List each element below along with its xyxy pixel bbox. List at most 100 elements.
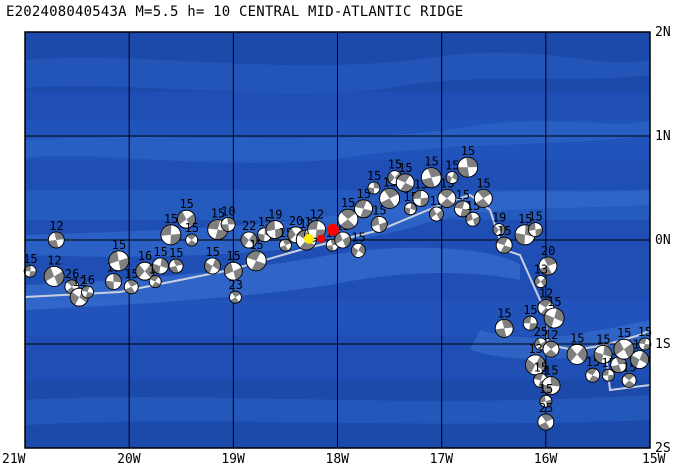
- event-depth-label: 15: [497, 306, 511, 320]
- event-depth-label: 15: [23, 252, 37, 266]
- event-depth-label: 12: [544, 328, 558, 342]
- focal-mechanism-icon: [207, 219, 229, 241]
- event-depth-label: 15: [341, 196, 355, 210]
- event-depth-label: 15: [169, 246, 183, 260]
- focal-mechanism-icon: [223, 261, 243, 281]
- focal-mechanism-icon: [220, 216, 236, 232]
- focal-mechanism-icon: [395, 173, 415, 193]
- focal-mechanism-icon: [245, 250, 267, 272]
- event-depth-label: 15: [638, 325, 652, 339]
- longitude-tick-label: 16W: [533, 452, 558, 467]
- focal-mechanism-icon: [610, 356, 628, 374]
- event-depth-label: 15: [367, 169, 381, 183]
- focal-mechanism-icon: [350, 242, 366, 258]
- event-depth-label: 12: [539, 287, 553, 301]
- event-depth-label: 10: [221, 204, 235, 218]
- focal-mechanism-icon: [630, 350, 649, 370]
- focal-mechanism-icon: [370, 215, 388, 233]
- event-depth-label: 25: [534, 325, 548, 339]
- event-depth-label: 15: [534, 360, 548, 374]
- focal-mechanism-icon: [337, 208, 359, 230]
- focal-mechanism-icon: [541, 376, 561, 396]
- focal-mechanism-icon: [495, 236, 513, 254]
- latitude-tick-label: 1S: [655, 337, 671, 352]
- event-depth-label: 15: [497, 224, 511, 238]
- event-depth-label: 15: [544, 364, 558, 378]
- event-depth-label: 15: [153, 245, 167, 259]
- focal-mechanism-icon: [420, 167, 442, 189]
- focal-mechanism-icon: [601, 368, 615, 382]
- event-depth-label: 15: [424, 155, 438, 169]
- focal-mechanism-icon: [454, 200, 471, 218]
- focal-mechanism-icon: [412, 189, 430, 207]
- event-depth-label: 15: [388, 158, 402, 172]
- event-depth-label: 12: [72, 275, 86, 289]
- focal-mechanism-icon: [229, 290, 242, 304]
- focal-mechanism-icon: [152, 257, 169, 275]
- focal-mechanism-icon: [585, 367, 601, 383]
- event-depth-label: 12: [310, 208, 324, 222]
- event-depth-label: 15: [476, 176, 490, 190]
- event-depth-label: 15: [164, 212, 178, 226]
- focal-mechanism-icon: [43, 265, 65, 287]
- focal-mechanism-icon: [123, 279, 139, 295]
- event-depth-label: 13: [534, 263, 548, 277]
- focal-mechanism-icon: [47, 231, 65, 249]
- event-depth-label: 22: [242, 219, 256, 233]
- main-event-marker: [327, 223, 339, 236]
- focal-mechanism-icon: [177, 209, 196, 229]
- longitude-tick-label: 19W: [221, 452, 245, 467]
- focal-mechanism-icon: [638, 337, 652, 351]
- focal-mechanism-layer: 1512122612161515151615151515151515151015…: [23, 144, 652, 431]
- focal-mechanism-icon: [279, 238, 292, 252]
- event-depth-label: 19: [492, 211, 506, 225]
- focal-mechanism-icon: [522, 315, 538, 331]
- event-depth-label: 15: [456, 188, 470, 202]
- event-depth-label: 15: [528, 210, 542, 224]
- event-depth-label: 15: [547, 295, 561, 309]
- focal-mechanism-icon: [379, 187, 400, 209]
- event-depth-label: 15: [351, 230, 365, 244]
- event-depth-label: 23: [228, 278, 242, 292]
- focal-mechanism-icon: [542, 340, 560, 358]
- focal-mechanism-icon: [23, 264, 37, 278]
- focal-mechanism-icon: [566, 343, 588, 365]
- focal-mechanism-icon: [473, 188, 493, 208]
- focal-mechanism-icon: [148, 275, 162, 289]
- event-depth-label: 15: [124, 267, 138, 281]
- focal-mechanism-icon: [613, 338, 635, 360]
- longitude-tick-label: 17W: [429, 452, 454, 467]
- latitude-tick-label: 1N: [655, 129, 671, 144]
- event-depth-label: 15: [249, 238, 263, 252]
- focal-mechanism-icon: [543, 307, 565, 329]
- event-depth-label: 15: [179, 197, 193, 211]
- event-depth-label: 15: [445, 159, 459, 173]
- focal-mechanism-icon: [204, 257, 221, 275]
- main-event-marker: [317, 234, 325, 243]
- focal-mechanism-icon: [534, 275, 548, 289]
- event-depth-label: 15: [518, 212, 532, 226]
- event-depth-label: 12: [47, 253, 61, 267]
- focal-mechanism-icon: [539, 394, 553, 408]
- event-depth-label: 15: [357, 187, 371, 201]
- longitude-tick-label: 18W: [325, 452, 349, 467]
- longitude-tick-label: 21W: [2, 452, 26, 467]
- event-depth-label: 26: [65, 267, 79, 281]
- focal-mechanism-icon: [185, 233, 199, 247]
- event-depth-label: 15: [596, 332, 610, 346]
- event-depth-label: 15: [617, 326, 631, 340]
- event-depth-label: 13: [528, 342, 542, 356]
- longitude-tick-label: 20W: [117, 452, 141, 467]
- focal-mechanism-icon: [437, 188, 457, 208]
- event-depth-label: 15: [226, 249, 240, 263]
- focal-mechanism-icon: [81, 285, 94, 299]
- event-depth-label: 15: [461, 144, 475, 158]
- focal-mechanism-icon: [429, 206, 444, 222]
- event-depth-label: 15: [112, 238, 126, 252]
- focal-mechanism-icon: [240, 231, 258, 249]
- epicenter-marker: [304, 233, 314, 244]
- event-depth-label: 20: [289, 214, 303, 228]
- focal-mechanism-icon: [160, 224, 182, 246]
- focal-mechanism-icon: [404, 202, 417, 216]
